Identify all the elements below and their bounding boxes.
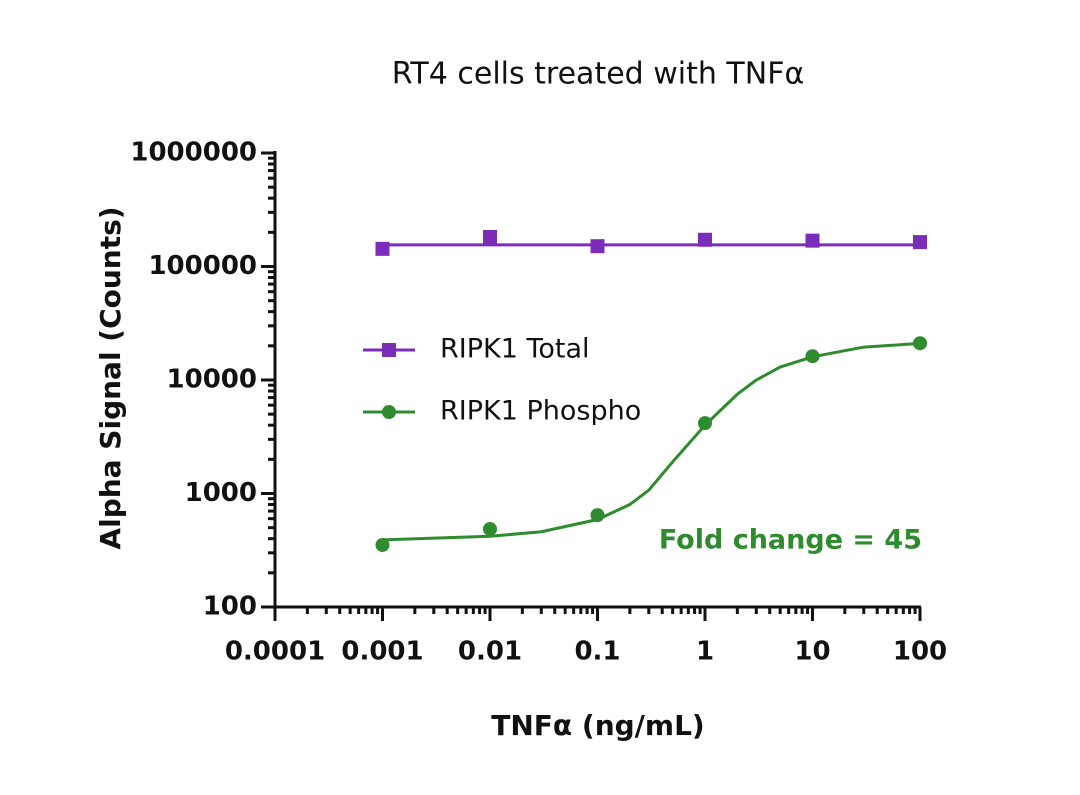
legend-marker <box>382 405 396 419</box>
y-axis-label: Alpha Signal (Counts) <box>94 206 127 549</box>
chart-title: RT4 cells treated with TNFα <box>392 57 804 92</box>
marker <box>913 235 927 250</box>
marker <box>375 241 390 256</box>
x-tick-label: 0.1 <box>574 637 620 667</box>
x-tick-label: 0.01 <box>458 637 522 667</box>
y-tick-label: 10000 <box>167 365 257 395</box>
y-tick-label: 1000 <box>185 478 257 508</box>
marker <box>805 233 820 248</box>
x-axis-label: TNFα (ng/mL) <box>491 709 704 742</box>
annotation: Fold change = 45 <box>659 525 922 556</box>
marker <box>698 232 712 247</box>
marker <box>805 349 820 364</box>
legend-label: RIPK1 Phospho <box>440 396 641 427</box>
y-tick-label: 1000000 <box>130 138 257 168</box>
marker <box>483 521 497 536</box>
marker <box>375 537 390 552</box>
x-tick-label: 0.001 <box>341 637 423 667</box>
x-tick-label: 100 <box>893 637 947 667</box>
marker <box>590 508 605 523</box>
fit-line <box>382 341 921 542</box>
marker <box>483 229 497 244</box>
x-tick-label: 0.0001 <box>225 637 325 667</box>
legend-label: RIPK1 Total <box>440 334 590 365</box>
x-tick-label: 10 <box>794 637 830 667</box>
legend-marker <box>382 343 396 357</box>
x-tick-label: 1 <box>696 637 714 667</box>
y-tick-label: 100 <box>203 592 257 622</box>
y-tick-label: 100000 <box>148 251 257 281</box>
marker <box>913 336 927 351</box>
marker <box>590 239 605 254</box>
marker <box>698 416 712 431</box>
